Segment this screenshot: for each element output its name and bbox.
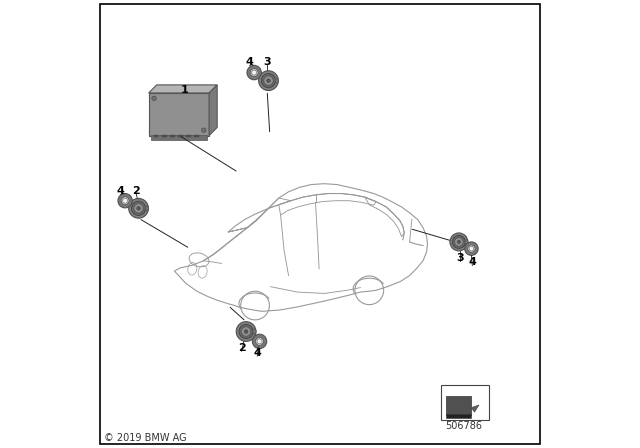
Circle shape: [261, 73, 276, 88]
Circle shape: [250, 69, 258, 77]
Circle shape: [121, 197, 129, 205]
Text: 506786: 506786: [445, 421, 482, 431]
Circle shape: [457, 240, 461, 244]
Circle shape: [465, 242, 478, 255]
Text: © 2019 BMW AG: © 2019 BMW AG: [104, 433, 187, 443]
Polygon shape: [148, 85, 217, 93]
Bar: [151, 135, 207, 140]
Text: 2: 2: [132, 186, 140, 196]
Circle shape: [469, 246, 474, 251]
Circle shape: [244, 330, 248, 333]
Circle shape: [239, 324, 253, 339]
Text: 4: 4: [468, 257, 476, 267]
Bar: [162, 135, 166, 138]
Circle shape: [131, 201, 146, 215]
Circle shape: [137, 207, 140, 210]
Circle shape: [236, 322, 256, 341]
Polygon shape: [471, 405, 479, 412]
Circle shape: [123, 198, 127, 203]
Circle shape: [241, 327, 251, 336]
Text: 4: 4: [246, 57, 253, 67]
Bar: [148, 93, 209, 135]
Circle shape: [259, 71, 278, 90]
Ellipse shape: [145, 206, 148, 211]
Circle shape: [468, 245, 475, 252]
Circle shape: [202, 128, 206, 133]
Bar: [170, 135, 175, 138]
Circle shape: [454, 237, 463, 246]
Bar: [178, 135, 182, 138]
Circle shape: [152, 96, 156, 101]
Text: 4: 4: [253, 348, 261, 358]
Circle shape: [129, 198, 148, 218]
Circle shape: [252, 334, 267, 349]
Bar: [154, 135, 159, 138]
Bar: [441, 385, 490, 420]
Circle shape: [252, 70, 257, 75]
Ellipse shape: [253, 329, 256, 334]
Text: 4: 4: [116, 186, 125, 196]
Circle shape: [267, 79, 270, 82]
Circle shape: [247, 65, 261, 80]
Circle shape: [257, 339, 262, 344]
Bar: [195, 135, 199, 138]
Text: 1: 1: [181, 85, 189, 95]
Circle shape: [450, 233, 468, 251]
Circle shape: [264, 76, 273, 86]
Circle shape: [452, 236, 465, 248]
Text: 3: 3: [456, 253, 463, 263]
Text: 3: 3: [263, 57, 271, 67]
Bar: [446, 414, 471, 418]
Ellipse shape: [275, 78, 278, 83]
Ellipse shape: [465, 240, 468, 244]
Polygon shape: [209, 85, 217, 135]
Bar: [186, 135, 191, 138]
Circle shape: [118, 194, 132, 208]
Text: 2: 2: [237, 343, 246, 353]
Circle shape: [255, 337, 264, 345]
Bar: [446, 396, 471, 415]
Circle shape: [134, 203, 143, 213]
